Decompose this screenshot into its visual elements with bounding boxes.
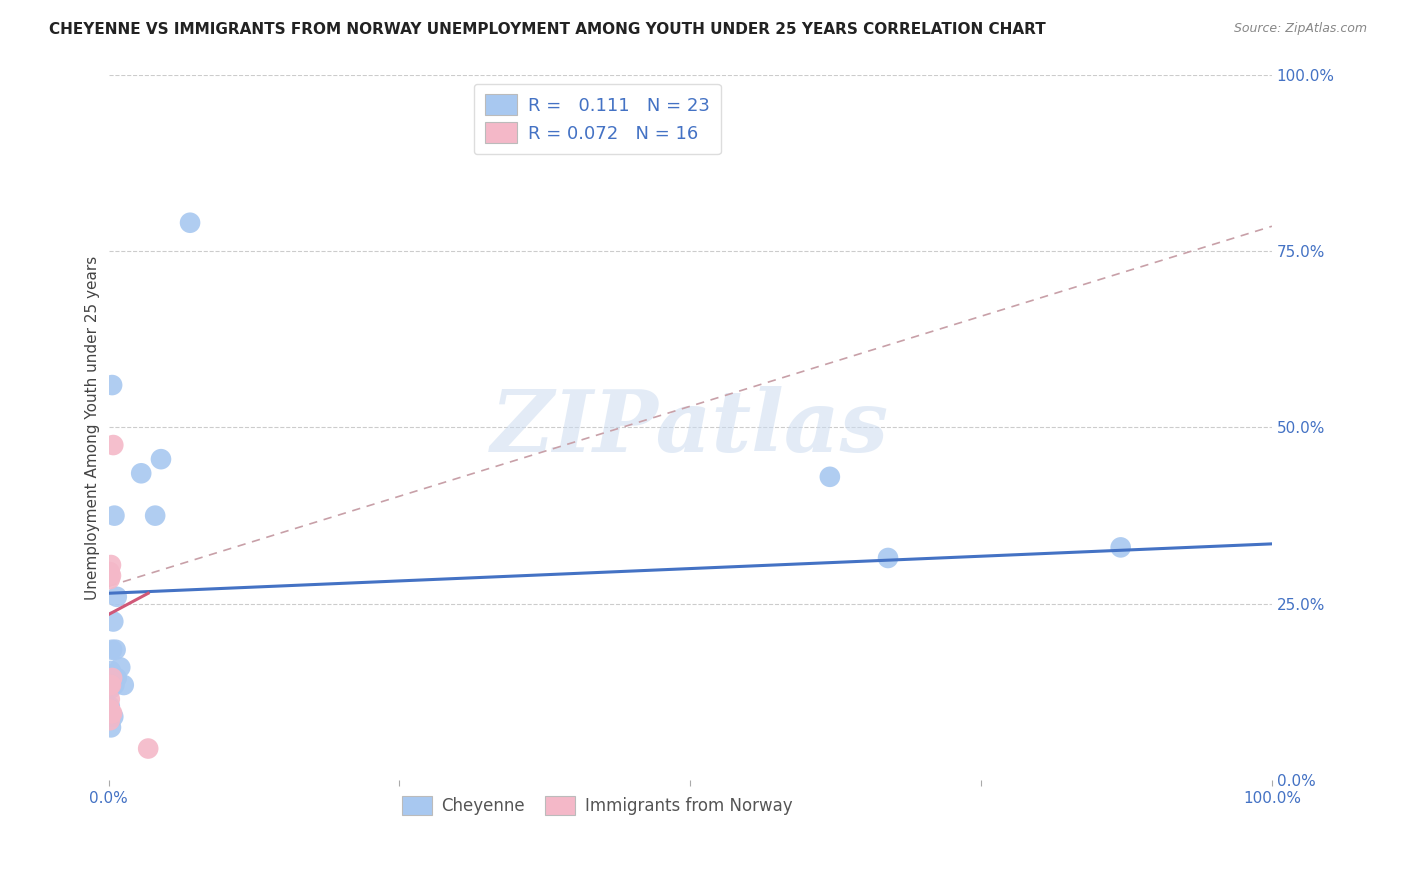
- Point: [98, 678, 121, 692]
- Point: [149, 452, 172, 467]
- Point: [105, 671, 128, 685]
- Y-axis label: Unemployment Among Youth under 25 years: Unemployment Among Youth under 25 years: [86, 255, 100, 599]
- Point: [136, 741, 159, 756]
- Point: [98, 678, 121, 692]
- Point: [100, 720, 122, 734]
- Point: [101, 642, 124, 657]
- Point: [104, 642, 127, 657]
- Text: ZIPatlas: ZIPatlas: [491, 385, 890, 469]
- Point: [112, 678, 135, 692]
- Point: [98, 692, 121, 706]
- Point: [101, 671, 124, 685]
- Point: [100, 558, 122, 572]
- Point: [129, 467, 152, 481]
- Point: [101, 378, 124, 392]
- Point: [103, 508, 125, 523]
- Point: [100, 664, 122, 678]
- Point: [98, 565, 121, 579]
- Point: [98, 667, 121, 681]
- Point: [98, 714, 121, 728]
- Point: [179, 216, 201, 230]
- Text: Source: ZipAtlas.com: Source: ZipAtlas.com: [1233, 22, 1367, 36]
- Point: [100, 678, 122, 692]
- Point: [98, 699, 121, 714]
- Point: [100, 706, 122, 721]
- Point: [103, 438, 125, 452]
- Point: [103, 710, 125, 724]
- Point: [105, 590, 128, 604]
- Point: [143, 508, 166, 523]
- Point: [101, 706, 124, 721]
- Point: [877, 551, 900, 566]
- Point: [1109, 541, 1132, 555]
- Point: [100, 681, 122, 696]
- Legend: Cheyenne, Immigrants from Norway: Cheyenne, Immigrants from Norway: [392, 786, 803, 825]
- Point: [98, 703, 121, 717]
- Point: [100, 568, 122, 582]
- Point: [110, 660, 132, 674]
- Point: [103, 615, 125, 629]
- Point: [98, 703, 121, 717]
- Text: CHEYENNE VS IMMIGRANTS FROM NORWAY UNEMPLOYMENT AMONG YOUTH UNDER 25 YEARS CORRE: CHEYENNE VS IMMIGRANTS FROM NORWAY UNEMP…: [49, 22, 1046, 37]
- Point: [98, 572, 121, 586]
- Point: [818, 470, 841, 484]
- Point: [103, 678, 125, 692]
